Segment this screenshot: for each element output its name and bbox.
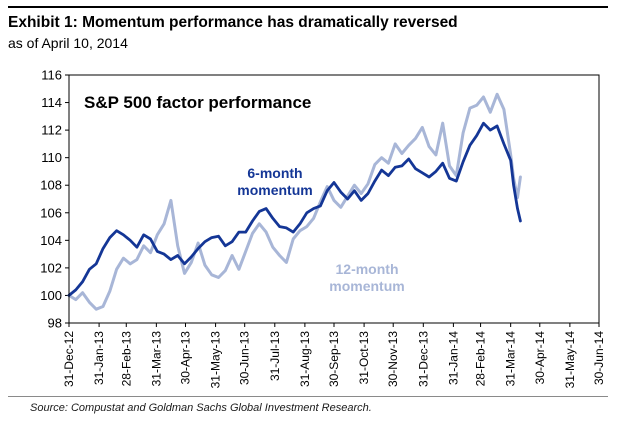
x-tick-label: 30-Jun-14	[592, 331, 606, 385]
y-tick-label: 116	[41, 68, 62, 83]
x-axis: 31-Dec-12 31-Jan-13 28-Feb-13 31-Mar-13 30-A…	[62, 323, 606, 388]
series-line-6-month	[69, 123, 520, 295]
x-tick-label: 31-Mar-13	[149, 331, 163, 387]
chart-title: S&P 500 factor performance	[84, 93, 311, 112]
x-tick-label: 30-Apr-14	[533, 331, 547, 385]
x-tick-label: 31-Dec-12	[62, 331, 76, 387]
bottom-rule	[8, 396, 608, 397]
x-tick-label: 28-Feb-14	[474, 331, 488, 387]
x-tick-label: 30-Jun-13	[238, 331, 252, 385]
x-tick-label: 31-Aug-13	[298, 331, 312, 387]
x-tick-label: 30-Sep-13	[327, 331, 341, 387]
x-tick-label: 30-Apr-13	[178, 331, 192, 385]
annotation-6-month: 6-month momentum	[237, 165, 312, 198]
y-tick-label: 110	[41, 150, 62, 165]
y-tick-label: 104	[40, 233, 62, 248]
y-tick-label: 100	[40, 288, 62, 303]
x-tick-label: 31-May-14	[563, 331, 577, 389]
y-tick-label: 114	[41, 95, 62, 110]
x-tick-label: 31-Jul-13	[268, 331, 282, 381]
y-tick-label: 98	[48, 316, 62, 331]
x-tick-label: 28-Feb-13	[119, 331, 133, 387]
y-tick-label: 108	[40, 178, 62, 193]
annotation-12-month: 12-month momentum	[329, 261, 404, 294]
source-note: Source: Compustat and Goldman Sachs Glob…	[30, 402, 372, 414]
x-tick-label: 31-Dec-13	[416, 331, 430, 387]
series-layer	[69, 94, 520, 309]
y-axis: 98 100 102 104 106 108 110 112 114 116	[40, 68, 69, 331]
y-tick-label: 102	[40, 260, 62, 275]
y-tick-label: 106	[40, 205, 62, 220]
x-tick-label: 30-Nov-13	[386, 331, 400, 387]
series-line-12-month	[69, 94, 520, 309]
x-tick-label: 31-Mar-14	[504, 331, 518, 387]
x-tick-label: 31-Oct-13	[357, 331, 371, 385]
x-tick-label: 31-Jan-13	[92, 331, 106, 385]
x-tick-label: 31-May-13	[209, 331, 223, 389]
x-tick-label: 31-Jan-14	[446, 331, 460, 385]
y-tick-label: 112	[41, 123, 62, 138]
